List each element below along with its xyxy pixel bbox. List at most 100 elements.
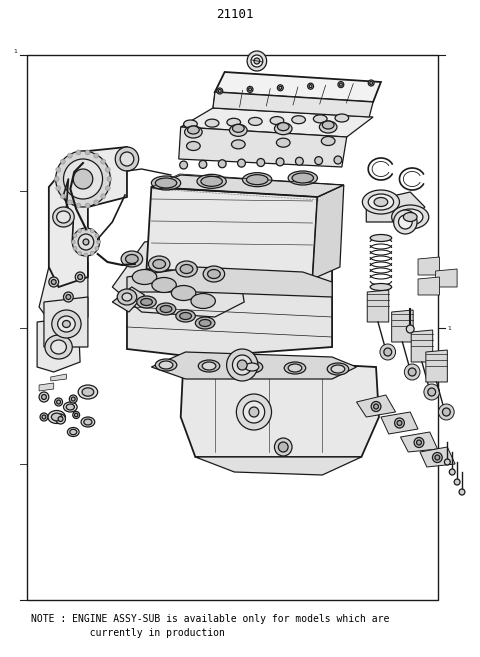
Polygon shape	[44, 297, 88, 347]
Circle shape	[73, 246, 77, 250]
Circle shape	[85, 203, 90, 208]
Polygon shape	[180, 357, 379, 457]
Circle shape	[454, 479, 460, 485]
Ellipse shape	[292, 173, 313, 183]
Circle shape	[78, 229, 82, 233]
Circle shape	[56, 414, 65, 424]
Circle shape	[417, 440, 421, 445]
Circle shape	[199, 160, 207, 168]
Ellipse shape	[246, 175, 268, 185]
Ellipse shape	[232, 124, 244, 132]
Polygon shape	[418, 257, 440, 275]
Circle shape	[251, 55, 263, 67]
Circle shape	[63, 159, 103, 199]
Ellipse shape	[122, 293, 132, 301]
Ellipse shape	[197, 174, 226, 189]
Circle shape	[315, 156, 323, 165]
Circle shape	[227, 349, 258, 381]
Ellipse shape	[327, 363, 348, 375]
Circle shape	[277, 85, 283, 91]
Text: 1: 1	[447, 325, 451, 330]
Circle shape	[106, 186, 110, 191]
Circle shape	[414, 438, 424, 447]
Ellipse shape	[370, 235, 392, 242]
Ellipse shape	[397, 209, 423, 225]
Ellipse shape	[117, 289, 137, 305]
Circle shape	[428, 388, 436, 396]
Ellipse shape	[241, 361, 263, 373]
Ellipse shape	[188, 126, 199, 134]
Circle shape	[406, 325, 414, 333]
Polygon shape	[39, 383, 54, 391]
Circle shape	[67, 153, 72, 158]
Circle shape	[41, 394, 47, 399]
Ellipse shape	[141, 298, 152, 306]
Circle shape	[254, 58, 260, 64]
Circle shape	[95, 246, 99, 250]
Polygon shape	[151, 352, 357, 379]
Polygon shape	[392, 310, 413, 342]
Ellipse shape	[201, 176, 222, 187]
Ellipse shape	[392, 205, 429, 229]
Polygon shape	[367, 290, 389, 322]
Ellipse shape	[331, 365, 345, 373]
Ellipse shape	[205, 119, 219, 127]
Ellipse shape	[153, 260, 166, 269]
Polygon shape	[37, 317, 80, 372]
Circle shape	[275, 438, 292, 456]
Circle shape	[435, 455, 440, 460]
Circle shape	[78, 275, 83, 279]
Circle shape	[247, 51, 267, 71]
Ellipse shape	[63, 402, 77, 412]
Circle shape	[39, 392, 49, 402]
Circle shape	[76, 203, 81, 208]
Polygon shape	[426, 350, 447, 382]
Circle shape	[218, 89, 221, 93]
Circle shape	[238, 159, 245, 167]
Ellipse shape	[121, 251, 143, 267]
Polygon shape	[195, 457, 361, 475]
Circle shape	[338, 81, 344, 87]
Circle shape	[397, 420, 402, 426]
Circle shape	[334, 156, 342, 164]
Ellipse shape	[82, 388, 94, 396]
Ellipse shape	[152, 277, 176, 292]
Ellipse shape	[374, 198, 388, 206]
Circle shape	[443, 408, 450, 416]
Circle shape	[76, 150, 81, 155]
Ellipse shape	[78, 385, 97, 399]
Circle shape	[309, 85, 312, 87]
Ellipse shape	[335, 114, 348, 122]
Ellipse shape	[148, 256, 170, 272]
Polygon shape	[127, 267, 332, 297]
Polygon shape	[112, 287, 144, 312]
Ellipse shape	[84, 419, 92, 425]
Circle shape	[54, 177, 59, 181]
Ellipse shape	[362, 190, 399, 214]
Ellipse shape	[275, 123, 292, 135]
Ellipse shape	[368, 194, 394, 210]
Polygon shape	[366, 192, 425, 222]
Circle shape	[459, 489, 465, 495]
Circle shape	[373, 404, 378, 409]
Ellipse shape	[319, 121, 337, 133]
Circle shape	[55, 398, 62, 406]
Circle shape	[257, 158, 264, 166]
Ellipse shape	[292, 116, 305, 124]
Circle shape	[75, 272, 85, 282]
Ellipse shape	[187, 141, 200, 150]
Circle shape	[339, 83, 342, 86]
Ellipse shape	[227, 118, 240, 126]
Bar	[27, 55, 438, 600]
Circle shape	[96, 240, 101, 244]
Circle shape	[424, 384, 440, 400]
Ellipse shape	[151, 176, 180, 190]
Ellipse shape	[288, 364, 302, 372]
Circle shape	[78, 234, 94, 250]
Circle shape	[249, 88, 252, 91]
Ellipse shape	[370, 284, 392, 290]
Ellipse shape	[171, 286, 196, 300]
Circle shape	[308, 83, 313, 89]
Text: 21101: 21101	[216, 7, 253, 20]
Polygon shape	[179, 127, 347, 167]
